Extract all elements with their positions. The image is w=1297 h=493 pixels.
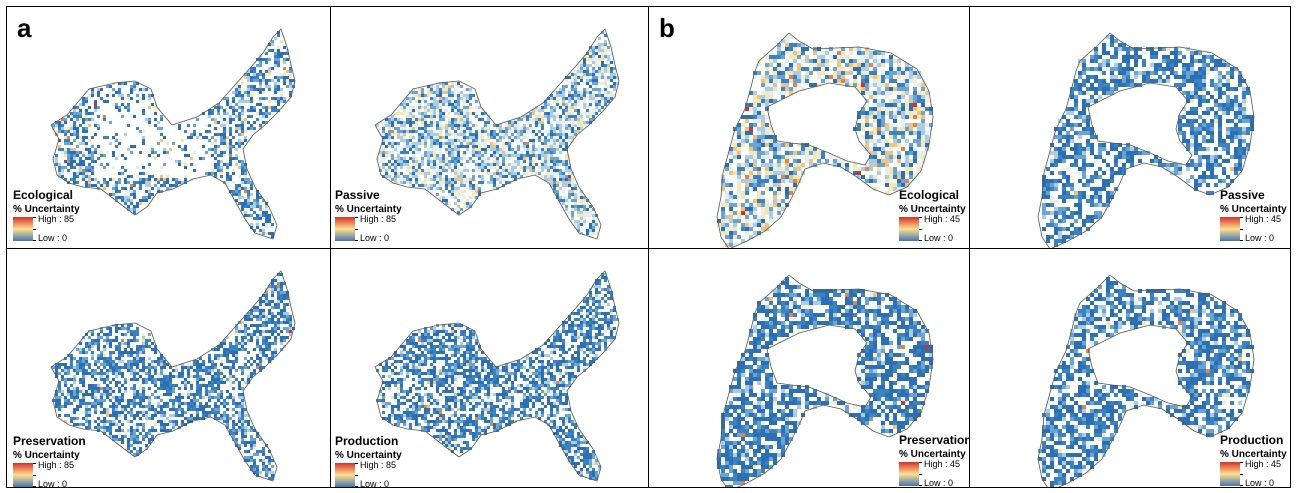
- inner-outline: [766, 324, 872, 408]
- region-outline: [716, 274, 934, 487]
- legend: Production % Uncertainty High : 45 Low :…: [1220, 433, 1287, 487]
- legend-title: Ecological: [13, 188, 74, 202]
- panel-a-passive: Passive % Uncertainty High : 85 Low : 0: [330, 6, 649, 249]
- uncertainty-raster: [376, 273, 619, 480]
- region-outline: [1037, 32, 1255, 248]
- region-map: [1037, 274, 1255, 487]
- legend-title: Production: [1220, 433, 1284, 447]
- legend-high-label: High : 45: [1245, 214, 1282, 224]
- region-map: [50, 270, 296, 482]
- panel-a-preservation: Preservation % Uncertainty High : 85 Low…: [6, 248, 331, 488]
- legend-low-label: Low : 0: [1245, 233, 1275, 243]
- legend-title: Passive: [1220, 188, 1265, 202]
- legend: Passive % Uncertainty High : 45 Low : 0: [1220, 188, 1287, 243]
- legend-low-label: Low : 0: [924, 233, 954, 243]
- legend-low-label: Low : 0: [360, 233, 390, 243]
- legend-title: Passive: [335, 188, 380, 202]
- color-ramp: [335, 217, 355, 241]
- color-ramp: [13, 463, 33, 487]
- panel-a-ecological: a Ecological % Uncertainty High : 85 Low…: [6, 6, 331, 249]
- legend-high-label: High : 45: [924, 214, 961, 224]
- uncertainty-raster: [1038, 277, 1254, 487]
- legend-subtitle: % Uncertainty: [335, 450, 402, 461]
- region-outline: [374, 28, 620, 240]
- legend-subtitle: % Uncertainty: [899, 204, 966, 215]
- region-outline: [716, 32, 934, 248]
- panel-letter: b: [659, 13, 675, 43]
- inner-outline: [1087, 82, 1193, 166]
- legend-subtitle: % Uncertainty: [13, 204, 80, 215]
- color-ramp: [335, 463, 355, 487]
- panel-a-production: Production % Uncertainty High : 85 Low :…: [330, 248, 649, 488]
- inner-outline: [766, 82, 872, 166]
- panel-b-production: Production % Uncertainty High : 45 Low :…: [969, 248, 1291, 488]
- legend-subtitle: % Uncertainty: [13, 450, 80, 461]
- legend-high-label: High : 85: [360, 460, 397, 470]
- legend-low-label: Low : 0: [360, 479, 390, 488]
- legend-high-label: High : 85: [38, 460, 75, 470]
- color-ramp: [1220, 462, 1240, 486]
- region-map: [50, 28, 296, 240]
- color-ramp: [13, 217, 33, 241]
- region-outline: [50, 270, 296, 482]
- panel-b-ecological: b Ecological % Uncertainty High : 45 Low…: [648, 6, 970, 249]
- panel-letter: a: [17, 13, 32, 43]
- legend-high-label: High : 85: [360, 214, 397, 224]
- color-ramp: [899, 462, 919, 486]
- uncertainty-raster: [717, 277, 933, 487]
- region-map: [716, 32, 934, 248]
- region-map: [374, 28, 620, 240]
- legend-subtitle: % Uncertainty: [899, 449, 966, 460]
- legend-low-label: Low : 0: [38, 479, 68, 488]
- color-ramp: [1220, 217, 1240, 241]
- region-outline: [50, 28, 296, 240]
- uncertainty-raster: [376, 31, 619, 238]
- color-ramp: [899, 217, 919, 241]
- legend-low-label: Low : 0: [924, 478, 954, 488]
- uncertainty-raster: [717, 35, 933, 247]
- legend: Production % Uncertainty High : 85 Low :…: [335, 434, 402, 488]
- legend-title: Preservation: [13, 434, 86, 448]
- region-outline: [1037, 274, 1255, 487]
- region-outline: [374, 270, 620, 482]
- region-map: [716, 274, 934, 487]
- legend-low-label: Low : 0: [38, 233, 68, 243]
- legend-high-label: High : 45: [1245, 459, 1282, 469]
- legend-subtitle: % Uncertainty: [1220, 204, 1287, 215]
- legend: Passive % Uncertainty High : 85 Low : 0: [335, 188, 402, 243]
- region-map: [374, 270, 620, 482]
- legend-high-label: High : 85: [38, 214, 75, 224]
- legend-subtitle: % Uncertainty: [335, 204, 402, 215]
- legend: Ecological % Uncertainty High : 45 Low :…: [899, 188, 966, 243]
- panel-b-preservation: Preservation % Uncertainty High : 45 Low…: [648, 248, 970, 488]
- legend-title: Preservation: [899, 433, 970, 447]
- legend-title: Ecological: [899, 188, 960, 202]
- legend-high-label: High : 45: [924, 459, 961, 469]
- legend-low-label: Low : 0: [1245, 478, 1275, 488]
- legend: Preservation % Uncertainty High : 45 Low…: [899, 433, 970, 488]
- uncertainty-raster: [52, 31, 295, 238]
- region-map: [1037, 32, 1255, 248]
- uncertainty-raster: [1042, 35, 1254, 247]
- legend: Preservation % Uncertainty High : 85 Low…: [13, 434, 86, 488]
- legend: Ecological % Uncertainty High : 85 Low :…: [13, 188, 80, 243]
- panel-b-passive: Passive % Uncertainty High : 45 Low : 0: [969, 6, 1291, 249]
- legend-title: Production: [335, 434, 399, 448]
- legend-subtitle: % Uncertainty: [1220, 449, 1287, 460]
- inner-outline: [1087, 324, 1193, 408]
- uncertainty-raster: [52, 273, 295, 480]
